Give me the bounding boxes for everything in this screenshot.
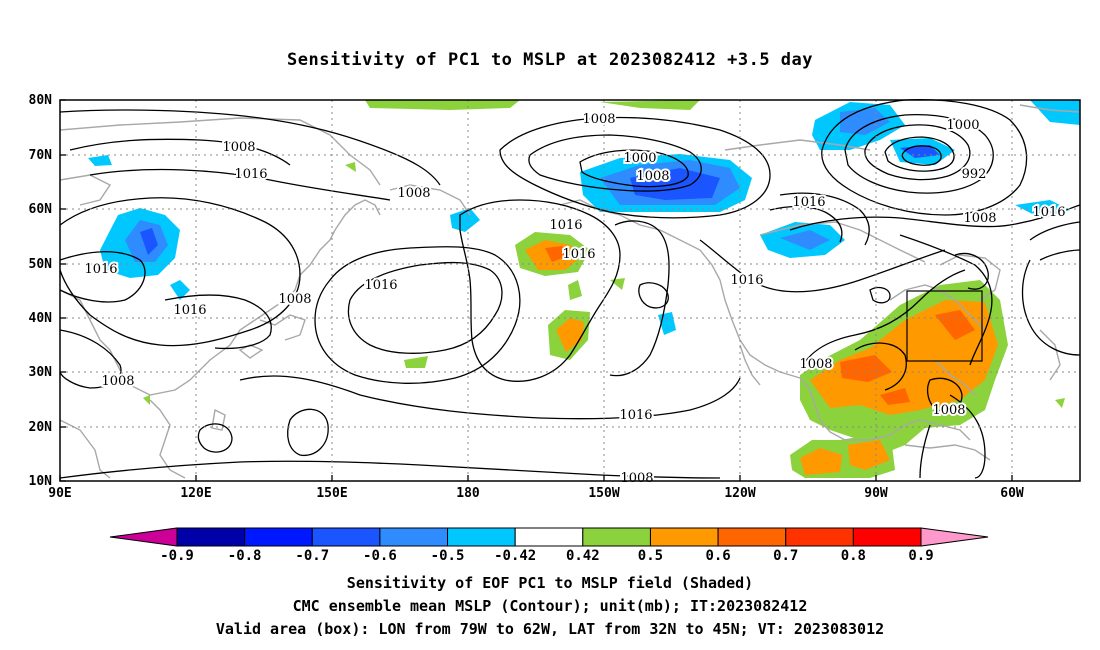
colorbar-cell — [379, 527, 449, 547]
colorbar-cells — [176, 527, 922, 547]
contour-label: 1016 — [84, 262, 117, 277]
colorbar-cell — [311, 527, 381, 547]
contour-label: 1008 — [582, 112, 615, 127]
colorbar-label: 0.8 — [841, 548, 866, 564]
lat-label: 60N — [29, 202, 53, 217]
lat-label: 80N — [29, 93, 53, 108]
coastlines — [59, 104, 1081, 479]
lat-label: 40N — [29, 311, 53, 326]
colorbar-cell — [244, 527, 313, 547]
colorbar-label: 0.42 — [566, 548, 600, 564]
colorbar-high-end — [920, 527, 989, 547]
contour-label: 1016 — [1032, 205, 1065, 220]
lon-label: 180 — [456, 486, 480, 501]
colorbar-label: -0.42 — [494, 548, 536, 564]
grid-lines — [60, 100, 1080, 481]
colorbar-low-end — [109, 527, 178, 547]
colorbar-cell — [514, 527, 584, 547]
colorbar-labels: -0.9 -0.8 -0.7 -0.6 -0.5 -0.42 0.42 0.5 0.6 0.7 0.… — [160, 548, 934, 564]
lon-label: 150W — [588, 486, 619, 501]
contour-label: 1016 — [173, 303, 206, 318]
caption-contour: CMC ensemble mean MSLP (Contour); unit(m… — [292, 597, 808, 615]
contour-label: 1008 — [278, 292, 311, 307]
colorbar-label: 0.5 — [638, 548, 663, 564]
colorbar-label: -0.6 — [363, 548, 397, 564]
contour-label: 1016 — [562, 247, 595, 262]
lat-label: 20N — [29, 420, 53, 435]
contour-label: 1016 — [730, 273, 763, 288]
longitude-labels: 90E 120E 150E 180 150W 120W 90W 60W — [48, 486, 1024, 501]
contour-label: 992 — [962, 167, 987, 182]
contour-label: 1008 — [397, 186, 430, 201]
lat-label: 70N — [29, 148, 53, 163]
lon-label: 60W — [1000, 486, 1024, 501]
contour-label: 1008 — [620, 471, 653, 486]
contour-label: 1008 — [932, 403, 965, 418]
lat-label: 10N — [29, 474, 53, 489]
contour-label: 1008 — [636, 169, 669, 184]
axis-ticks — [59, 99, 1013, 482]
latitude-labels: 80N 70N 60N 50N 40N 30N 20N 10N — [29, 93, 53, 489]
contour-label: 1016 — [234, 167, 267, 182]
colorbar-label: 0.6 — [705, 548, 730, 564]
map-frame — [59, 99, 1081, 482]
contour-label: 1016 — [619, 408, 652, 423]
contour-label: 1008 — [799, 357, 832, 372]
colorbar-cell — [649, 527, 719, 547]
contour-label: 1016 — [549, 218, 582, 233]
colorbar-cell — [717, 527, 787, 547]
colorbar-cell — [852, 527, 922, 547]
lon-label: 90E — [48, 486, 71, 501]
lon-label: 90W — [864, 486, 888, 501]
colorbar-label: -0.7 — [295, 548, 329, 564]
colorbar: -0.9 -0.8 -0.7 -0.6 -0.5 -0.42 0.42 0.5 0.6 0.7 0.… — [109, 527, 989, 564]
map-title: Sensitivity of PC1 to MSLP at 2023082412… — [286, 50, 813, 70]
caption-valid-area: Valid area (box): LON from 79W to 62W, L… — [215, 620, 885, 638]
contour-labels: 1008 1008 1008 1000 1008 1016 1016 1016 … — [82, 110, 1067, 488]
colorbar-label: -0.9 — [160, 548, 194, 564]
colorbar-cell — [176, 527, 246, 547]
contour-label: 1008 — [101, 374, 134, 389]
colorbar-cell — [582, 527, 651, 547]
colorbar-label: 0.7 — [773, 548, 798, 564]
lon-label: 120W — [724, 486, 755, 501]
lat-label: 30N — [29, 365, 53, 380]
colorbar-label: -0.5 — [431, 548, 465, 564]
contour-label: 1000 — [946, 118, 979, 133]
lon-label: 150E — [316, 486, 347, 501]
lon-label: 120E — [180, 486, 211, 501]
contour-label: 1008 — [963, 211, 996, 226]
contour-label: 1000 — [623, 151, 656, 166]
colorbar-label: 0.9 — [908, 548, 933, 564]
valid-area-box — [906, 290, 983, 362]
lat-label: 50N — [29, 257, 53, 272]
shaded-sensitivity — [88, 100, 1080, 478]
colorbar-cell — [785, 527, 854, 547]
contour-label: 1008 — [222, 140, 255, 155]
colorbar-label: -0.8 — [228, 548, 262, 564]
colorbar-cell — [447, 527, 516, 547]
contour-label: 1016 — [364, 278, 397, 293]
mslp-contours — [59, 99, 1081, 479]
contour-label: 1016 — [792, 195, 825, 210]
caption-shading: Sensitivity of EOF PC1 to MSLP field (Sh… — [346, 574, 754, 592]
